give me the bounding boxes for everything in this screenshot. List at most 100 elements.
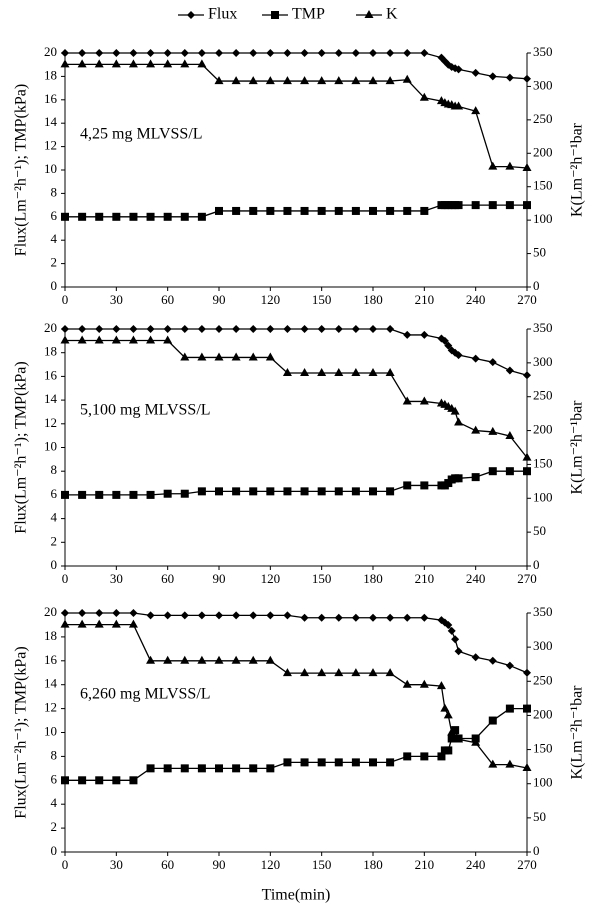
marker [317,368,327,377]
marker [317,758,326,767]
marker [385,368,395,377]
marker [163,489,172,498]
marker [61,212,69,221]
legend-label: Flux [208,6,237,23]
marker [129,49,138,57]
x-tick-label: 30 [110,857,123,872]
y-tick-label: 8 [51,462,58,477]
y-tick-label: 8 [51,747,58,762]
marker [266,611,275,620]
marker [471,68,480,77]
x-tick-label: 150 [312,857,332,872]
marker [505,366,514,375]
x-tick-label: 120 [261,857,281,872]
marker [471,201,480,210]
marker [94,59,104,68]
marker [444,341,453,350]
y2-tick-label: 100 [533,211,553,226]
marker [505,430,515,439]
marker [61,490,69,499]
y-tick-label: 14 [44,114,58,129]
marker [215,487,223,496]
marker [283,206,292,215]
marker [300,613,309,622]
marker [403,613,412,622]
x-tick-label: 240 [466,857,486,872]
y-tick-label: 16 [44,652,58,667]
y2-tick-label: 100 [533,489,553,504]
marker [334,206,343,215]
marker [488,358,497,367]
marker [128,335,138,344]
marker [402,74,412,83]
marker [403,206,412,215]
marker [111,59,121,68]
marker [443,710,453,719]
x-tick-label: 120 [261,292,281,307]
y2-tick-label: 250 [533,672,553,687]
marker [197,49,206,57]
marker [386,49,395,57]
marker [386,206,395,215]
marker [351,368,361,377]
marker [403,481,412,490]
marker [403,752,412,761]
marker [266,325,275,333]
marker [334,368,344,377]
y-tick-label: 14 [44,676,58,691]
y-tick-label: 4 [51,231,58,246]
marker [146,611,155,620]
y2-tick-label: 150 [533,741,553,756]
y-axis-label: Flux(Lm⁻²h⁻¹); TMP(kPa) [13,84,30,256]
marker [283,49,292,57]
marker [300,487,309,496]
marker [111,335,121,344]
marker [197,212,206,221]
marker [488,759,498,768]
marker [471,653,480,662]
marker [403,330,412,339]
marker [317,76,327,85]
y-tick-label: 20 [44,44,57,59]
marker [232,49,241,57]
y2-tick-label: 50 [533,523,546,538]
y-tick-label: 12 [44,138,57,153]
marker [282,668,292,677]
marker [77,619,87,628]
marker [180,212,189,221]
y2-tick-label: 0 [533,278,540,293]
y-tick-label: 18 [44,628,57,643]
marker [454,474,463,483]
marker [77,335,87,344]
marker [266,49,275,57]
marker [61,49,69,57]
marker [368,368,378,377]
marker [283,325,292,333]
marker [78,212,87,221]
marker [440,336,449,345]
marker [334,613,343,622]
marker [420,481,429,490]
marker [471,737,481,746]
x-tick-label: 270 [517,571,537,586]
marker [420,613,429,622]
legend-marker [364,10,374,18]
marker [249,764,258,773]
marker [248,352,258,361]
marker [112,325,121,333]
marker [444,620,453,629]
y2-tick-label: 250 [533,111,553,126]
marker [471,425,481,434]
marker [386,325,395,333]
y-tick-label: 16 [44,91,58,106]
x-tick-label: 120 [261,571,281,586]
marker [249,611,258,620]
marker [369,758,377,767]
marker [369,206,377,215]
marker [505,161,515,170]
marker [60,59,70,68]
marker [129,609,138,617]
marker [180,764,189,773]
marker [505,704,514,713]
